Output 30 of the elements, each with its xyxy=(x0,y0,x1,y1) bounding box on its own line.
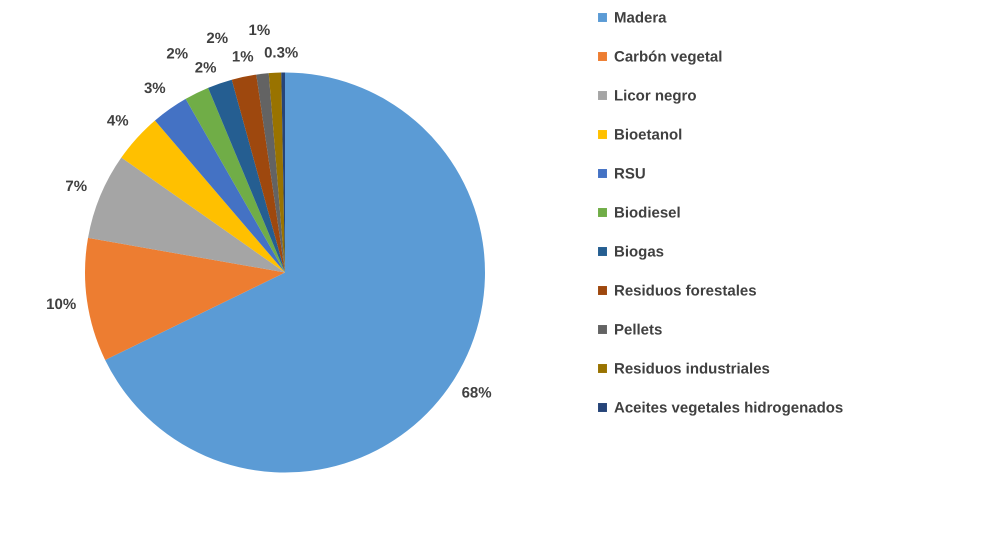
pie-slice xyxy=(88,158,285,272)
data-label: 0.3% xyxy=(264,44,298,62)
legend-label: Biodiesel xyxy=(614,204,681,222)
data-label: 4% xyxy=(106,112,129,130)
legend-label: Biogas xyxy=(614,244,664,260)
legend-label: Aceites vegetales hidrogenados xyxy=(614,400,844,416)
legend-label: Pellets xyxy=(614,322,662,338)
legend-label: Bioetanol xyxy=(614,126,682,144)
pie-slice xyxy=(232,74,285,272)
data-label: 1% xyxy=(232,48,254,66)
data-label: 2% xyxy=(194,59,216,76)
pie-slice xyxy=(186,88,285,272)
legend-label: Carbón vegetal xyxy=(614,48,722,66)
pie-slice xyxy=(85,238,285,360)
data-label: 2% xyxy=(206,30,228,48)
data-label: 68% xyxy=(462,384,492,402)
data-label: 1% xyxy=(248,22,270,39)
legend-label: Residuos industriales xyxy=(614,360,770,378)
legend-label: Madera xyxy=(614,10,668,26)
pie-slice xyxy=(208,80,285,272)
data-label: 7% xyxy=(65,178,88,195)
legend-label: RSU xyxy=(614,166,646,182)
pie-slice xyxy=(256,73,285,272)
pie-slice xyxy=(268,72,285,272)
data-label: 10% xyxy=(46,296,76,313)
legend-label: Residuos forestales xyxy=(614,282,757,300)
data-label: 2% xyxy=(166,46,188,63)
legend-label: Licor negro xyxy=(614,88,697,104)
pie-slice xyxy=(154,98,285,272)
data-label: 3% xyxy=(144,80,166,97)
